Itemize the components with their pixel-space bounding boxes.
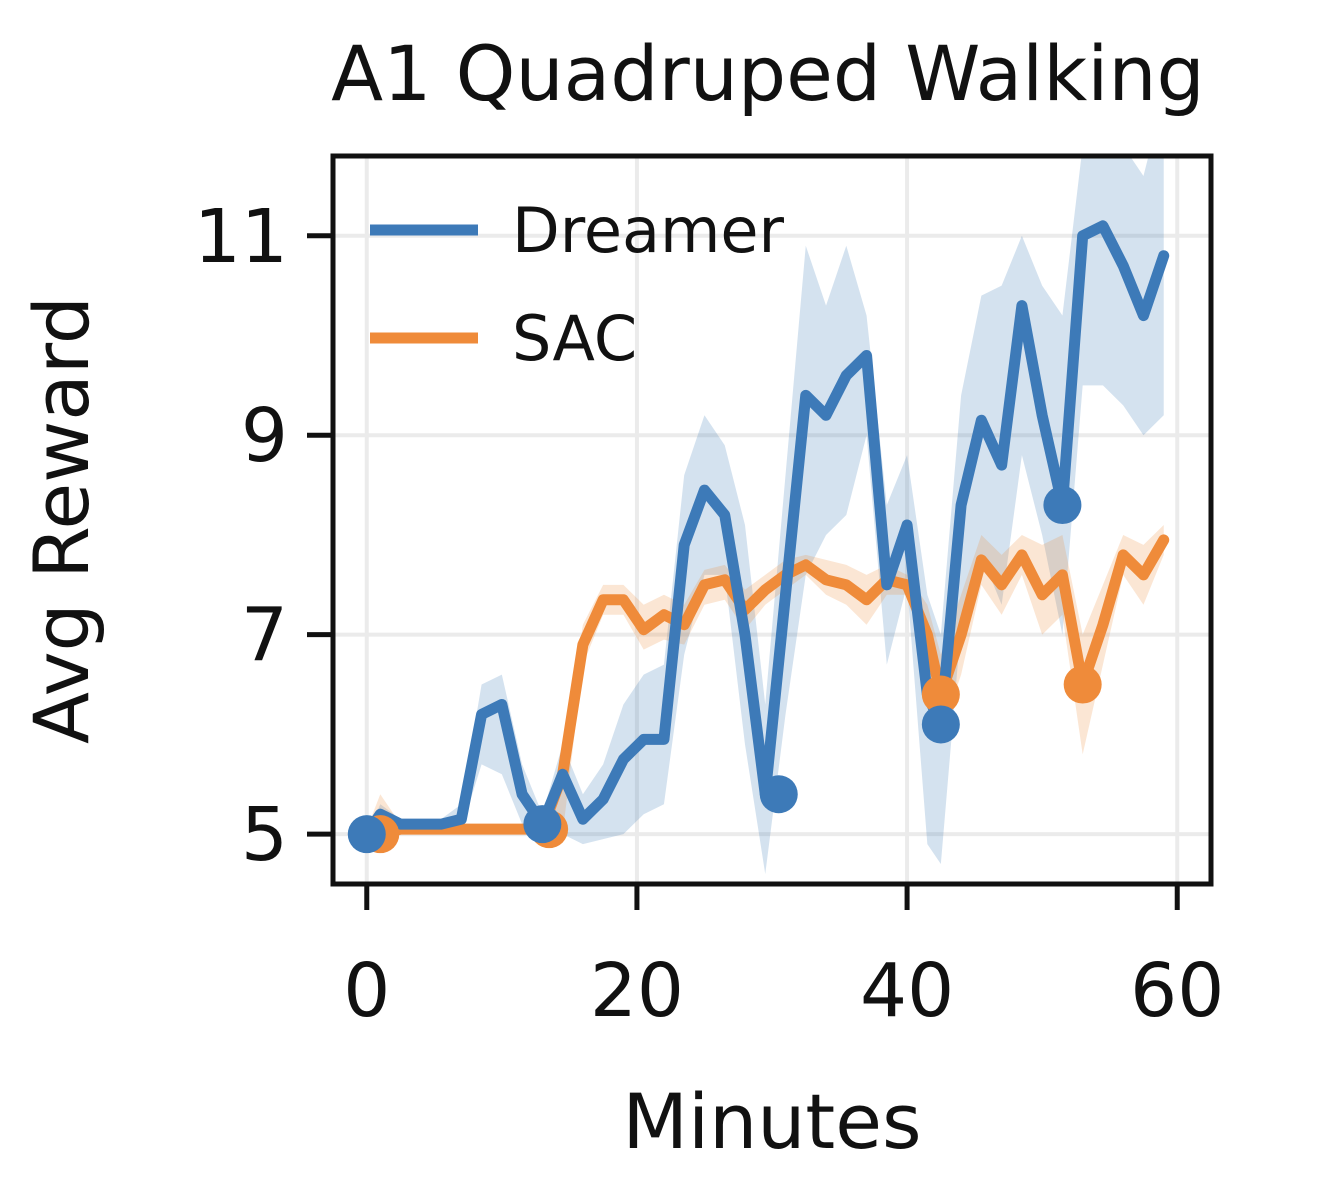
x-tick-label: 40 xyxy=(860,948,954,1034)
plot-frame xyxy=(330,153,1214,887)
marker-point-sac xyxy=(1063,665,1102,704)
plot-area: 0 20 40 60 5 7 9 11 Dreamer SAC xyxy=(194,153,1224,1034)
series-layer xyxy=(347,156,1170,875)
y-axis-label: Avg Reward xyxy=(17,296,106,744)
marker-point-sac xyxy=(921,675,960,714)
marker-point-dreamer xyxy=(759,775,798,814)
x-tick-label: 60 xyxy=(1130,948,1224,1034)
y-tick-label: 11 xyxy=(194,194,288,280)
y-tick-label: 5 xyxy=(241,792,288,878)
x-tick-label: 20 xyxy=(590,948,684,1034)
legend-label-sac: SAC xyxy=(512,302,637,375)
series-line-sac xyxy=(361,534,1170,840)
legend-label-dreamer: Dreamer xyxy=(512,194,785,267)
y-tick-label: 9 xyxy=(241,393,288,479)
marker-point-dreamer xyxy=(523,805,562,844)
x-axis-label: Minutes xyxy=(622,1077,921,1166)
chart-title: A1 Quadruped Walking xyxy=(331,29,1205,118)
x-tick-label: 0 xyxy=(343,948,390,1034)
marker-point-dreamer xyxy=(921,705,960,744)
confidence-band-dreamer xyxy=(366,156,1164,875)
marker-point-dreamer xyxy=(347,815,386,854)
y-tick-label: 7 xyxy=(241,593,288,679)
marker-point-dreamer xyxy=(1043,486,1082,525)
